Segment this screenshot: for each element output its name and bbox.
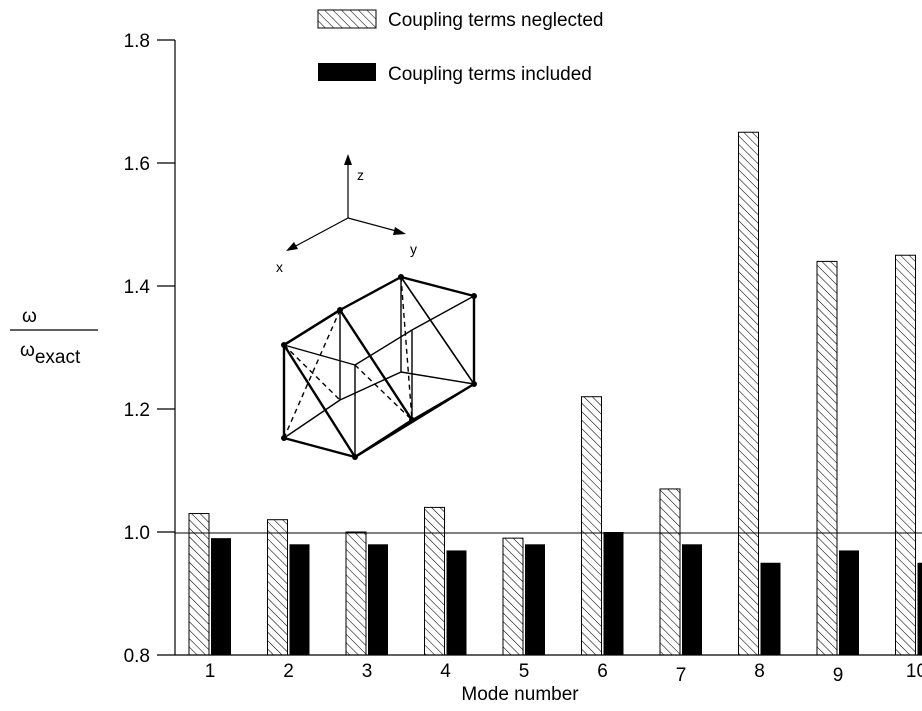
x-tick-label: 9 xyxy=(833,665,844,686)
x-tick-label: 5 xyxy=(519,661,530,682)
y-tick-label: 0.8 xyxy=(124,646,150,667)
axis-letter-z: z xyxy=(357,167,364,183)
y-tick-label: 1.8 xyxy=(124,31,150,52)
y-tick-label: 1.6 xyxy=(124,154,150,175)
bar-neglected-mode-2 xyxy=(267,519,288,656)
legend-swatch-solid xyxy=(318,63,376,81)
y-ticks: 0.8 1.0 1.2 1.4 1.6 1.8 xyxy=(124,31,175,667)
bar-included-mode-9 xyxy=(839,550,859,655)
bar-neglected-mode-3 xyxy=(345,531,367,656)
bars xyxy=(188,131,922,656)
bar-included-mode-2 xyxy=(289,544,310,655)
bar-neglected-mode-10 xyxy=(895,254,916,656)
bar-included-mode-6 xyxy=(603,532,624,655)
legend-item-neglected: Coupling terms neglected xyxy=(317,9,603,31)
legend-label-included: Coupling terms included xyxy=(388,64,592,85)
x-tick-label: 8 xyxy=(754,661,765,682)
x-axis-label: Mode number xyxy=(461,684,579,705)
legend-swatch-hatched xyxy=(317,9,377,29)
bar-included-mode-1 xyxy=(211,538,231,655)
bar-neglected-mode-9 xyxy=(816,260,838,656)
x-tick-label: 1 xyxy=(205,661,216,682)
bar-neglected-mode-8 xyxy=(738,131,759,656)
bar-neglected-mode-1 xyxy=(188,513,210,656)
bar-neglected-mode-7 xyxy=(659,488,681,656)
x-tick-label: 2 xyxy=(283,661,294,682)
axis-letter-x: x xyxy=(276,259,283,275)
y-tick-label: 1.4 xyxy=(124,277,151,298)
bar-neglected-mode-6 xyxy=(581,396,602,656)
legend-label-neglected: Coupling terms neglected xyxy=(388,10,603,31)
y-axis-label: ω ωexact xyxy=(10,306,98,368)
x-tick-label: 7 xyxy=(676,665,687,686)
legend: Coupling terms neglected Coupling terms … xyxy=(317,9,603,85)
y-tick-label: 1.0 xyxy=(124,523,150,544)
x-tick-label: 4 xyxy=(440,661,451,682)
y-label-denominator: ωexact xyxy=(20,340,81,368)
bar-included-mode-3 xyxy=(368,544,388,655)
y-label-denominator-base: ω xyxy=(20,340,35,361)
bar-neglected-mode-5 xyxy=(502,537,524,656)
bar-included-mode-4 xyxy=(446,550,467,655)
x-tick-labels: 1 2 3 4 5 6 7 8 9 10 xyxy=(205,661,922,686)
y-label-denominator-sub: exact xyxy=(35,347,81,368)
3d-truss-cube-icon xyxy=(281,274,477,460)
y-label-numerator: ω xyxy=(22,306,37,327)
x-tick-label: 3 xyxy=(362,661,373,682)
x-tick-label: 6 xyxy=(597,661,608,682)
bar-included-mode-10 xyxy=(917,562,922,655)
y-tick-label: 1.2 xyxy=(124,400,150,421)
bar-neglected-mode-4 xyxy=(424,506,445,656)
coordinate-axes-icon xyxy=(286,154,406,251)
x-tick-label: 10 xyxy=(906,661,922,682)
bar-included-mode-5 xyxy=(525,544,545,655)
legend-item-included: Coupling terms included xyxy=(318,63,592,85)
bar-included-mode-8 xyxy=(760,562,781,655)
axis-letter-y: y xyxy=(410,241,417,257)
bar-included-mode-7 xyxy=(682,544,702,655)
